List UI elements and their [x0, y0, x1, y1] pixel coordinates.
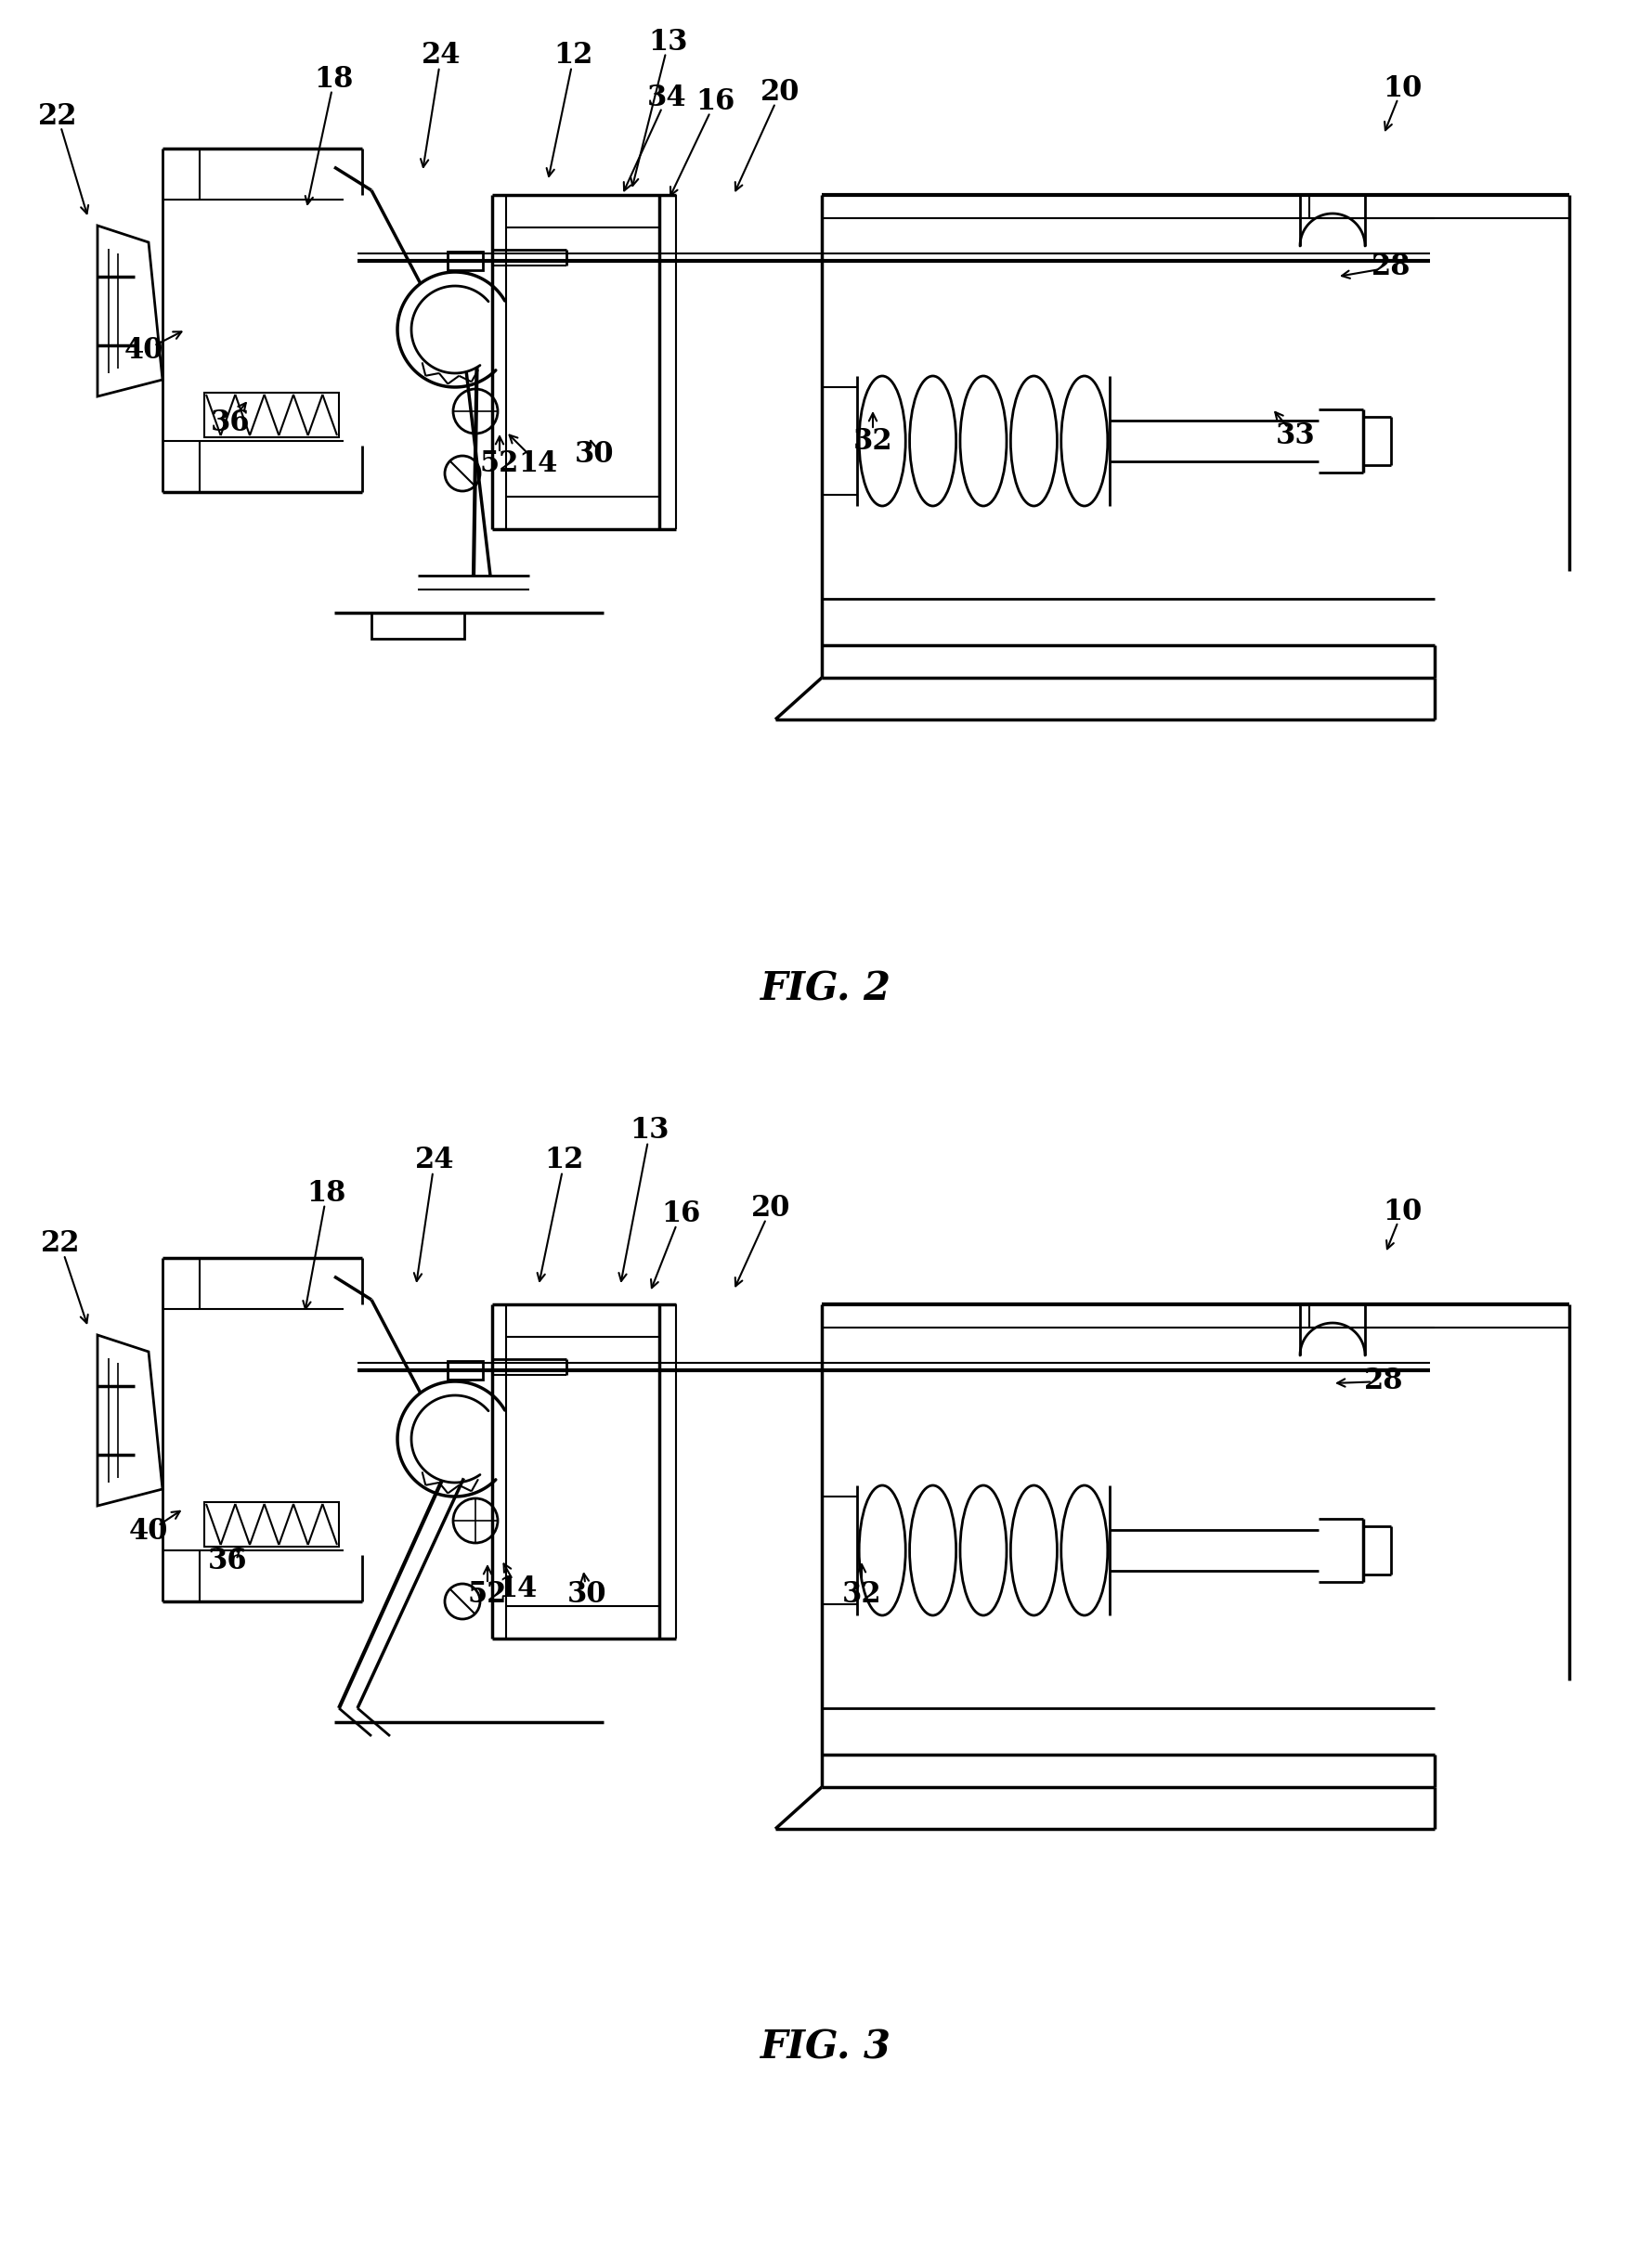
Text: 20: 20 — [751, 1195, 791, 1222]
Text: 18: 18 — [315, 64, 353, 93]
Text: 12: 12 — [555, 41, 593, 70]
Text: 18: 18 — [307, 1179, 347, 1207]
Text: 22: 22 — [41, 1229, 81, 1259]
Text: 30: 30 — [568, 1581, 606, 1610]
Text: FIG. 3: FIG. 3 — [759, 2028, 892, 2066]
Text: 10: 10 — [1382, 75, 1422, 102]
Text: 34: 34 — [647, 84, 687, 111]
Text: 22: 22 — [38, 102, 78, 132]
Text: 32: 32 — [854, 426, 893, 456]
Text: 16: 16 — [695, 88, 735, 116]
Text: 13: 13 — [631, 1116, 670, 1145]
Text: 28: 28 — [1364, 1368, 1403, 1395]
Text: 36: 36 — [211, 408, 249, 438]
Text: 32: 32 — [842, 1581, 882, 1610]
Text: 14: 14 — [518, 449, 558, 479]
Text: 40: 40 — [129, 1517, 168, 1547]
Text: 16: 16 — [660, 1200, 700, 1229]
Text: 20: 20 — [761, 79, 799, 107]
Text: 40: 40 — [124, 336, 163, 365]
Text: 52: 52 — [467, 1581, 507, 1610]
Text: FIG. 2: FIG. 2 — [759, 968, 892, 1009]
Text: 28: 28 — [1372, 254, 1410, 281]
Text: 24: 24 — [414, 1145, 454, 1175]
Text: 10: 10 — [1382, 1198, 1422, 1227]
Text: 33: 33 — [1276, 422, 1316, 451]
Text: 12: 12 — [545, 1145, 584, 1175]
Text: 36: 36 — [208, 1547, 248, 1576]
Text: 52: 52 — [480, 449, 520, 479]
Text: 14: 14 — [499, 1574, 538, 1603]
Text: 13: 13 — [649, 27, 688, 57]
Text: 24: 24 — [421, 41, 461, 70]
Text: 30: 30 — [575, 440, 614, 469]
